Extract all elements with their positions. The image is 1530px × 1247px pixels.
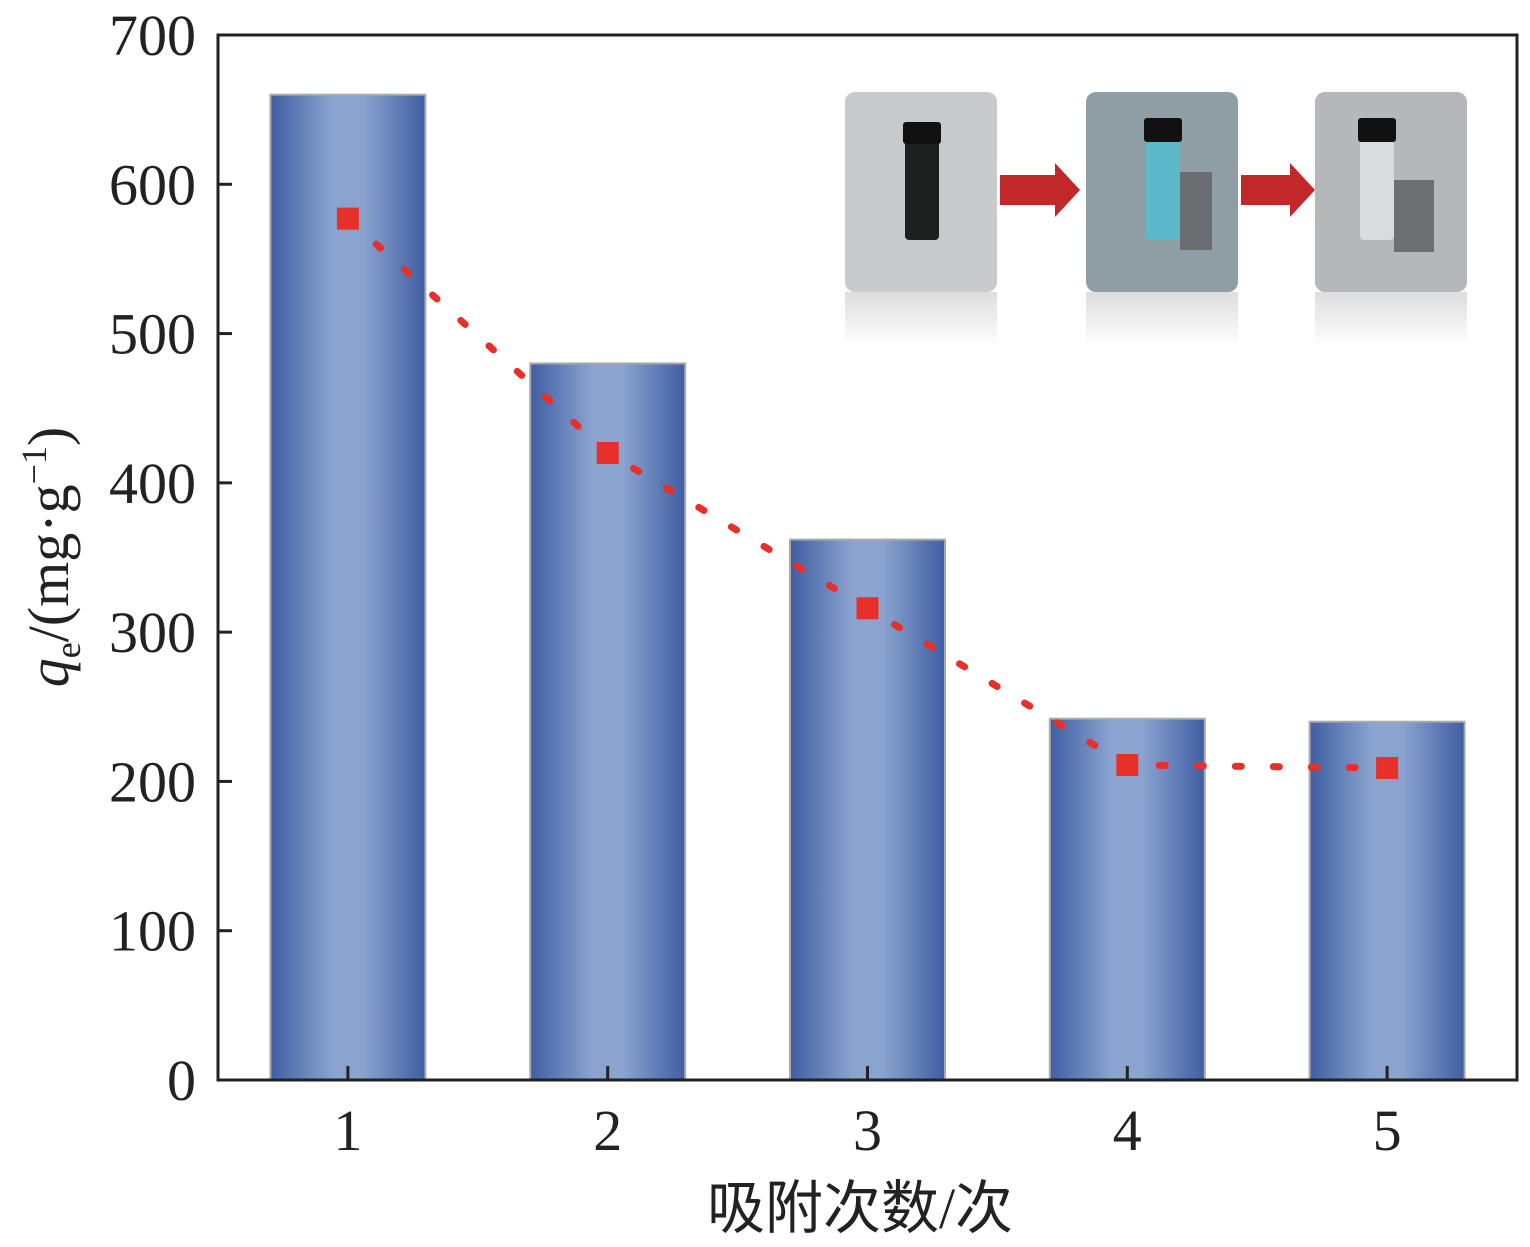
y-tick-label: 0: [167, 1048, 196, 1113]
y-label-unit: /(mg·g: [16, 484, 81, 642]
bar: [269, 93, 427, 1081]
y-tick-label: 600: [109, 152, 196, 217]
y-tick-label: 100: [109, 899, 196, 964]
plot-area: [269, 93, 1466, 1081]
x-tick-label: 3: [853, 1098, 882, 1163]
y-label-sup: −1: [14, 446, 54, 484]
y-label-sub: e: [48, 642, 88, 658]
marker: [336, 207, 359, 230]
y-tick-label: 200: [109, 749, 196, 814]
y-tick-label: 400: [109, 451, 196, 516]
y-tick-label: 300: [109, 600, 196, 665]
marker: [1116, 754, 1139, 777]
y-tick-label: 500: [109, 302, 196, 367]
marker: [1376, 756, 1399, 779]
bar: [1308, 720, 1466, 1081]
inset-photos: [845, 92, 1467, 347]
bar: [1048, 717, 1206, 1081]
y-label-symbol: q: [16, 658, 81, 687]
x-tick-label: 2: [593, 1098, 622, 1163]
marker: [596, 442, 619, 464]
x-tick-label: 1: [333, 1098, 362, 1163]
x-tick-label: 4: [1113, 1098, 1142, 1163]
x-axis-label: 吸附次数/次: [707, 1176, 1013, 1241]
bar: [529, 362, 687, 1081]
y-tick-label: 700: [109, 3, 196, 68]
y-axis-label: qe/(mg·g−1): [14, 427, 88, 687]
x-tick-label: 5: [1373, 1098, 1402, 1163]
marker: [856, 597, 879, 620]
bar: [789, 538, 946, 1081]
y-label-end: ): [16, 427, 81, 446]
